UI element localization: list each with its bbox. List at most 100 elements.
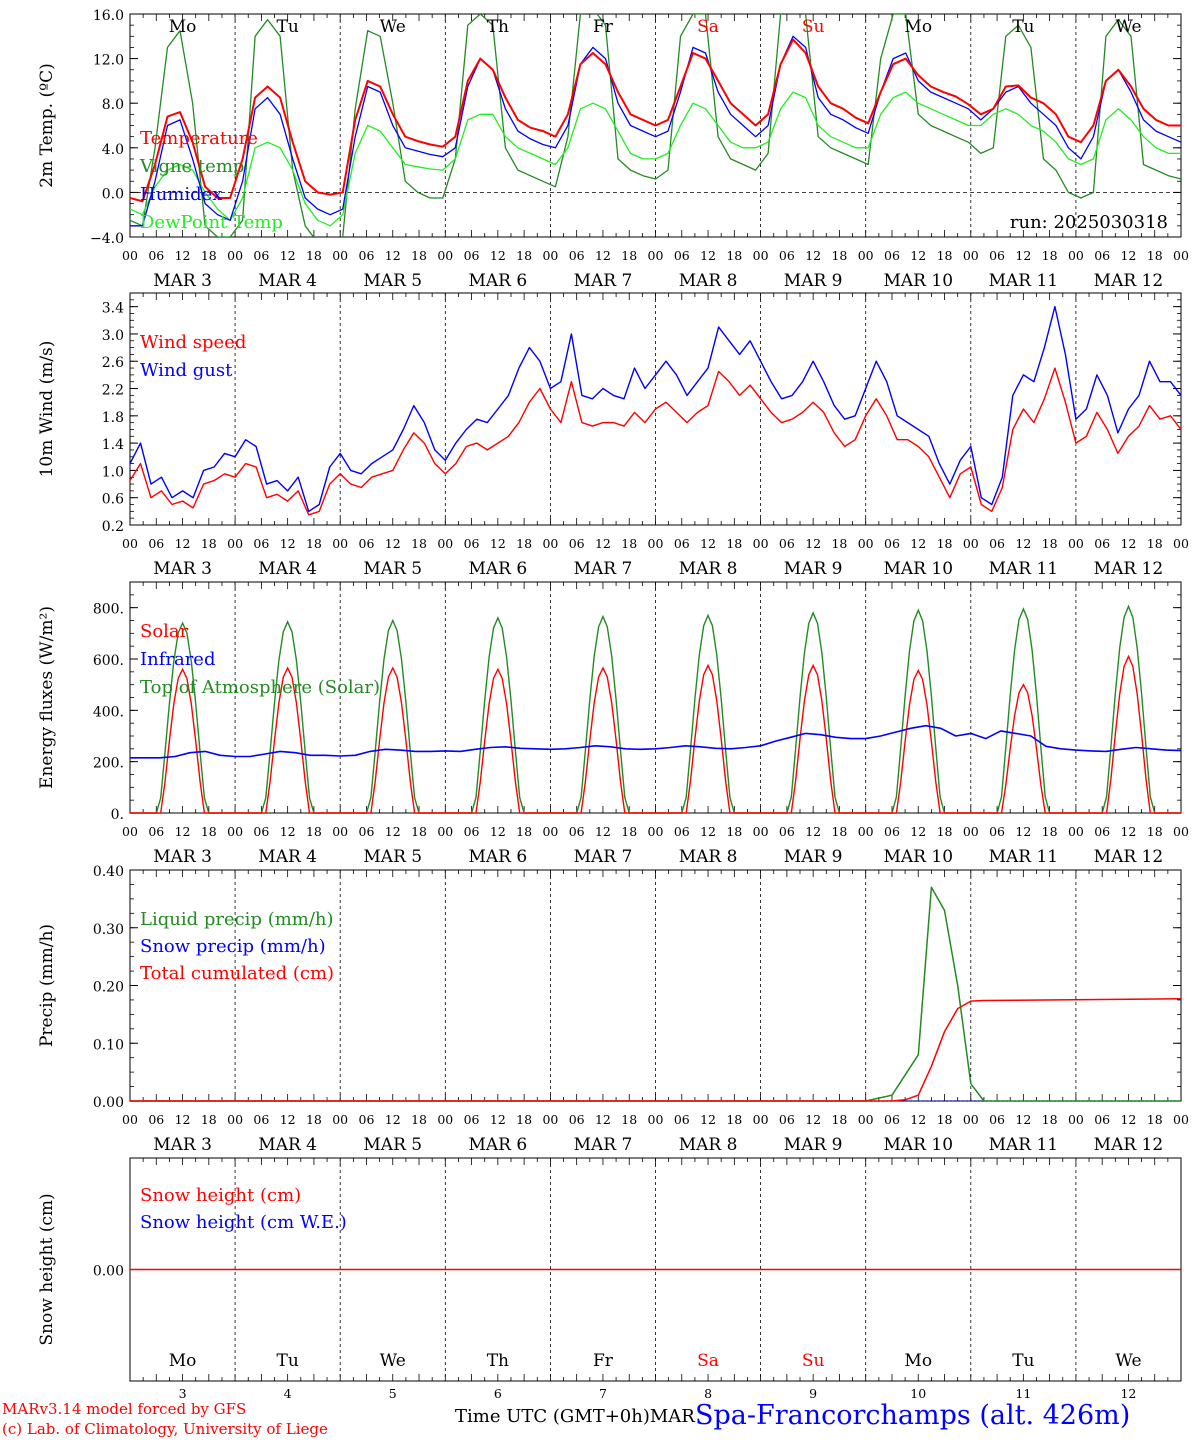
date-label: MAR 10 (883, 559, 953, 579)
hour-tick-label: 18 (1042, 536, 1058, 551)
y-tick-label: 0.10 (93, 1037, 124, 1053)
legend-entry: Snow height (cm) (140, 1185, 301, 1206)
hour-tick-label: 12 (805, 824, 821, 839)
hour-tick-label: 06 (779, 536, 795, 551)
hour-tick-label: 12 (910, 248, 926, 263)
hour-tick-label: 12 (385, 536, 401, 551)
date-label: MAR 11 (989, 847, 1059, 867)
hour-tick-label: 00 (858, 248, 874, 263)
hour-tick-label: 06 (359, 824, 375, 839)
date-label: MAR 9 (784, 559, 843, 579)
hour-tick-label: 18 (621, 248, 637, 263)
date-label: MAR 7 (574, 271, 633, 291)
y-tick-label: 0.00 (93, 1095, 124, 1111)
date-label: MAR 3 (153, 1135, 212, 1155)
day-number-label: 6 (494, 1386, 502, 1401)
hour-tick-label: 00 (858, 1112, 874, 1127)
hour-tick-label: 00 (858, 536, 874, 551)
hour-tick-label: 06 (253, 824, 269, 839)
hour-tick-label: 00 (1173, 536, 1189, 551)
hour-tick-label: 06 (569, 248, 585, 263)
hour-tick-label: 00 (437, 536, 453, 551)
x-axis-month: MAR (649, 1406, 695, 1427)
temp-series-group (130, 14, 1181, 237)
hour-tick-label: 06 (674, 248, 690, 263)
day-number-label: 4 (284, 1386, 292, 1401)
legend-entry: Wind speed (140, 332, 246, 353)
hour-tick-label: 18 (621, 824, 637, 839)
hour-tick-label: 06 (464, 248, 480, 263)
hour-tick-label: 06 (1094, 1112, 1110, 1127)
y-tick-label: 1.4 (102, 437, 124, 453)
y-tick-label: 2.2 (102, 383, 124, 399)
hour-tick-label: 06 (464, 536, 480, 551)
hour-tick-label: 00 (648, 1112, 664, 1127)
hour-tick-label: 00 (122, 248, 138, 263)
hour-tick-label: 06 (253, 248, 269, 263)
hour-tick-label: 06 (253, 1112, 269, 1127)
hour-tick-label: 12 (1120, 248, 1136, 263)
hour-tick-label: 00 (437, 1112, 453, 1127)
y-tick-label: 0.0 (102, 186, 124, 202)
day-label-bottom: Mo (904, 1351, 932, 1371)
y-tick-label: 800. (93, 602, 124, 618)
hour-tick-label: 18 (621, 536, 637, 551)
hour-tick-label: 06 (779, 248, 795, 263)
hour-tick-label: 12 (385, 248, 401, 263)
hour-tick-label: 18 (726, 536, 742, 551)
series-solar_peak (130, 654, 1181, 814)
y-axis-title: 2m Temp. (ºC) (37, 63, 57, 188)
hour-tick-label: 18 (937, 824, 953, 839)
footer-model: MARv3.14 model forced by GFS (2, 1400, 247, 1418)
hour-tick-label: 00 (332, 248, 348, 263)
hour-tick-label: 00 (332, 536, 348, 551)
y-tick-label: 0.00 (93, 1264, 124, 1280)
series-wind (129, 367, 1182, 516)
hour-tick-label: 00 (1068, 1112, 1084, 1127)
legend-entry: Infrared (140, 649, 215, 670)
date-label: MAR 3 (153, 271, 212, 291)
hour-tick-label: 12 (280, 824, 296, 839)
hour-tick-label: 06 (148, 824, 164, 839)
y-tick-label: 600. (93, 653, 124, 669)
day-label-bottom: Sa (697, 1351, 719, 1371)
hour-tick-label: 12 (595, 1112, 611, 1127)
hour-tick-label: 00 (227, 1112, 243, 1127)
hour-tick-label: 00 (648, 248, 664, 263)
date-label: MAR 12 (1094, 1135, 1164, 1155)
hour-tick-label: 00 (753, 248, 769, 263)
day-label-bottom: Mo (169, 1351, 197, 1371)
day-label-top: We (380, 17, 406, 37)
hour-tick-label: 12 (490, 536, 506, 551)
hour-tick-label: 12 (175, 248, 191, 263)
day-label-bottom: We (380, 1351, 406, 1371)
date-label: MAR 7 (574, 1135, 633, 1155)
hour-tick-label: 00 (1173, 248, 1189, 263)
hour-tick-label: 18 (1042, 248, 1058, 263)
hour-tick-label: 18 (1147, 1112, 1163, 1127)
y-axis-title: 10m Wind (m/s) (37, 341, 57, 478)
hour-tick-label: 00 (542, 536, 558, 551)
hour-tick-label: 06 (569, 1112, 585, 1127)
date-label: MAR 9 (784, 271, 843, 291)
hour-tick-label: 12 (280, 248, 296, 263)
date-label: MAR 7 (574, 559, 633, 579)
y-tick-label: 0.20 (93, 980, 124, 996)
day-number-label: 12 (1120, 1386, 1136, 1401)
day-label-bottom: Th (487, 1351, 509, 1371)
date-label: MAR 5 (363, 559, 422, 579)
y-tick-label: 2.6 (102, 355, 124, 371)
y-tick-label: 0.30 (93, 922, 124, 938)
hour-tick-label: 12 (700, 824, 716, 839)
hour-tick-label: 18 (411, 1112, 427, 1127)
hour-tick-label: 00 (963, 248, 979, 263)
hour-tick-label: 18 (831, 536, 847, 551)
date-label: MAR 3 (153, 559, 212, 579)
series-temp (130, 38, 1181, 203)
hour-tick-label: 18 (1042, 1112, 1058, 1127)
legend-entry: Wind gust (140, 360, 233, 381)
day-label-top: Sa (697, 17, 719, 37)
y-tick-label: 16.0 (93, 8, 124, 24)
hour-tick-label: 18 (306, 248, 322, 263)
